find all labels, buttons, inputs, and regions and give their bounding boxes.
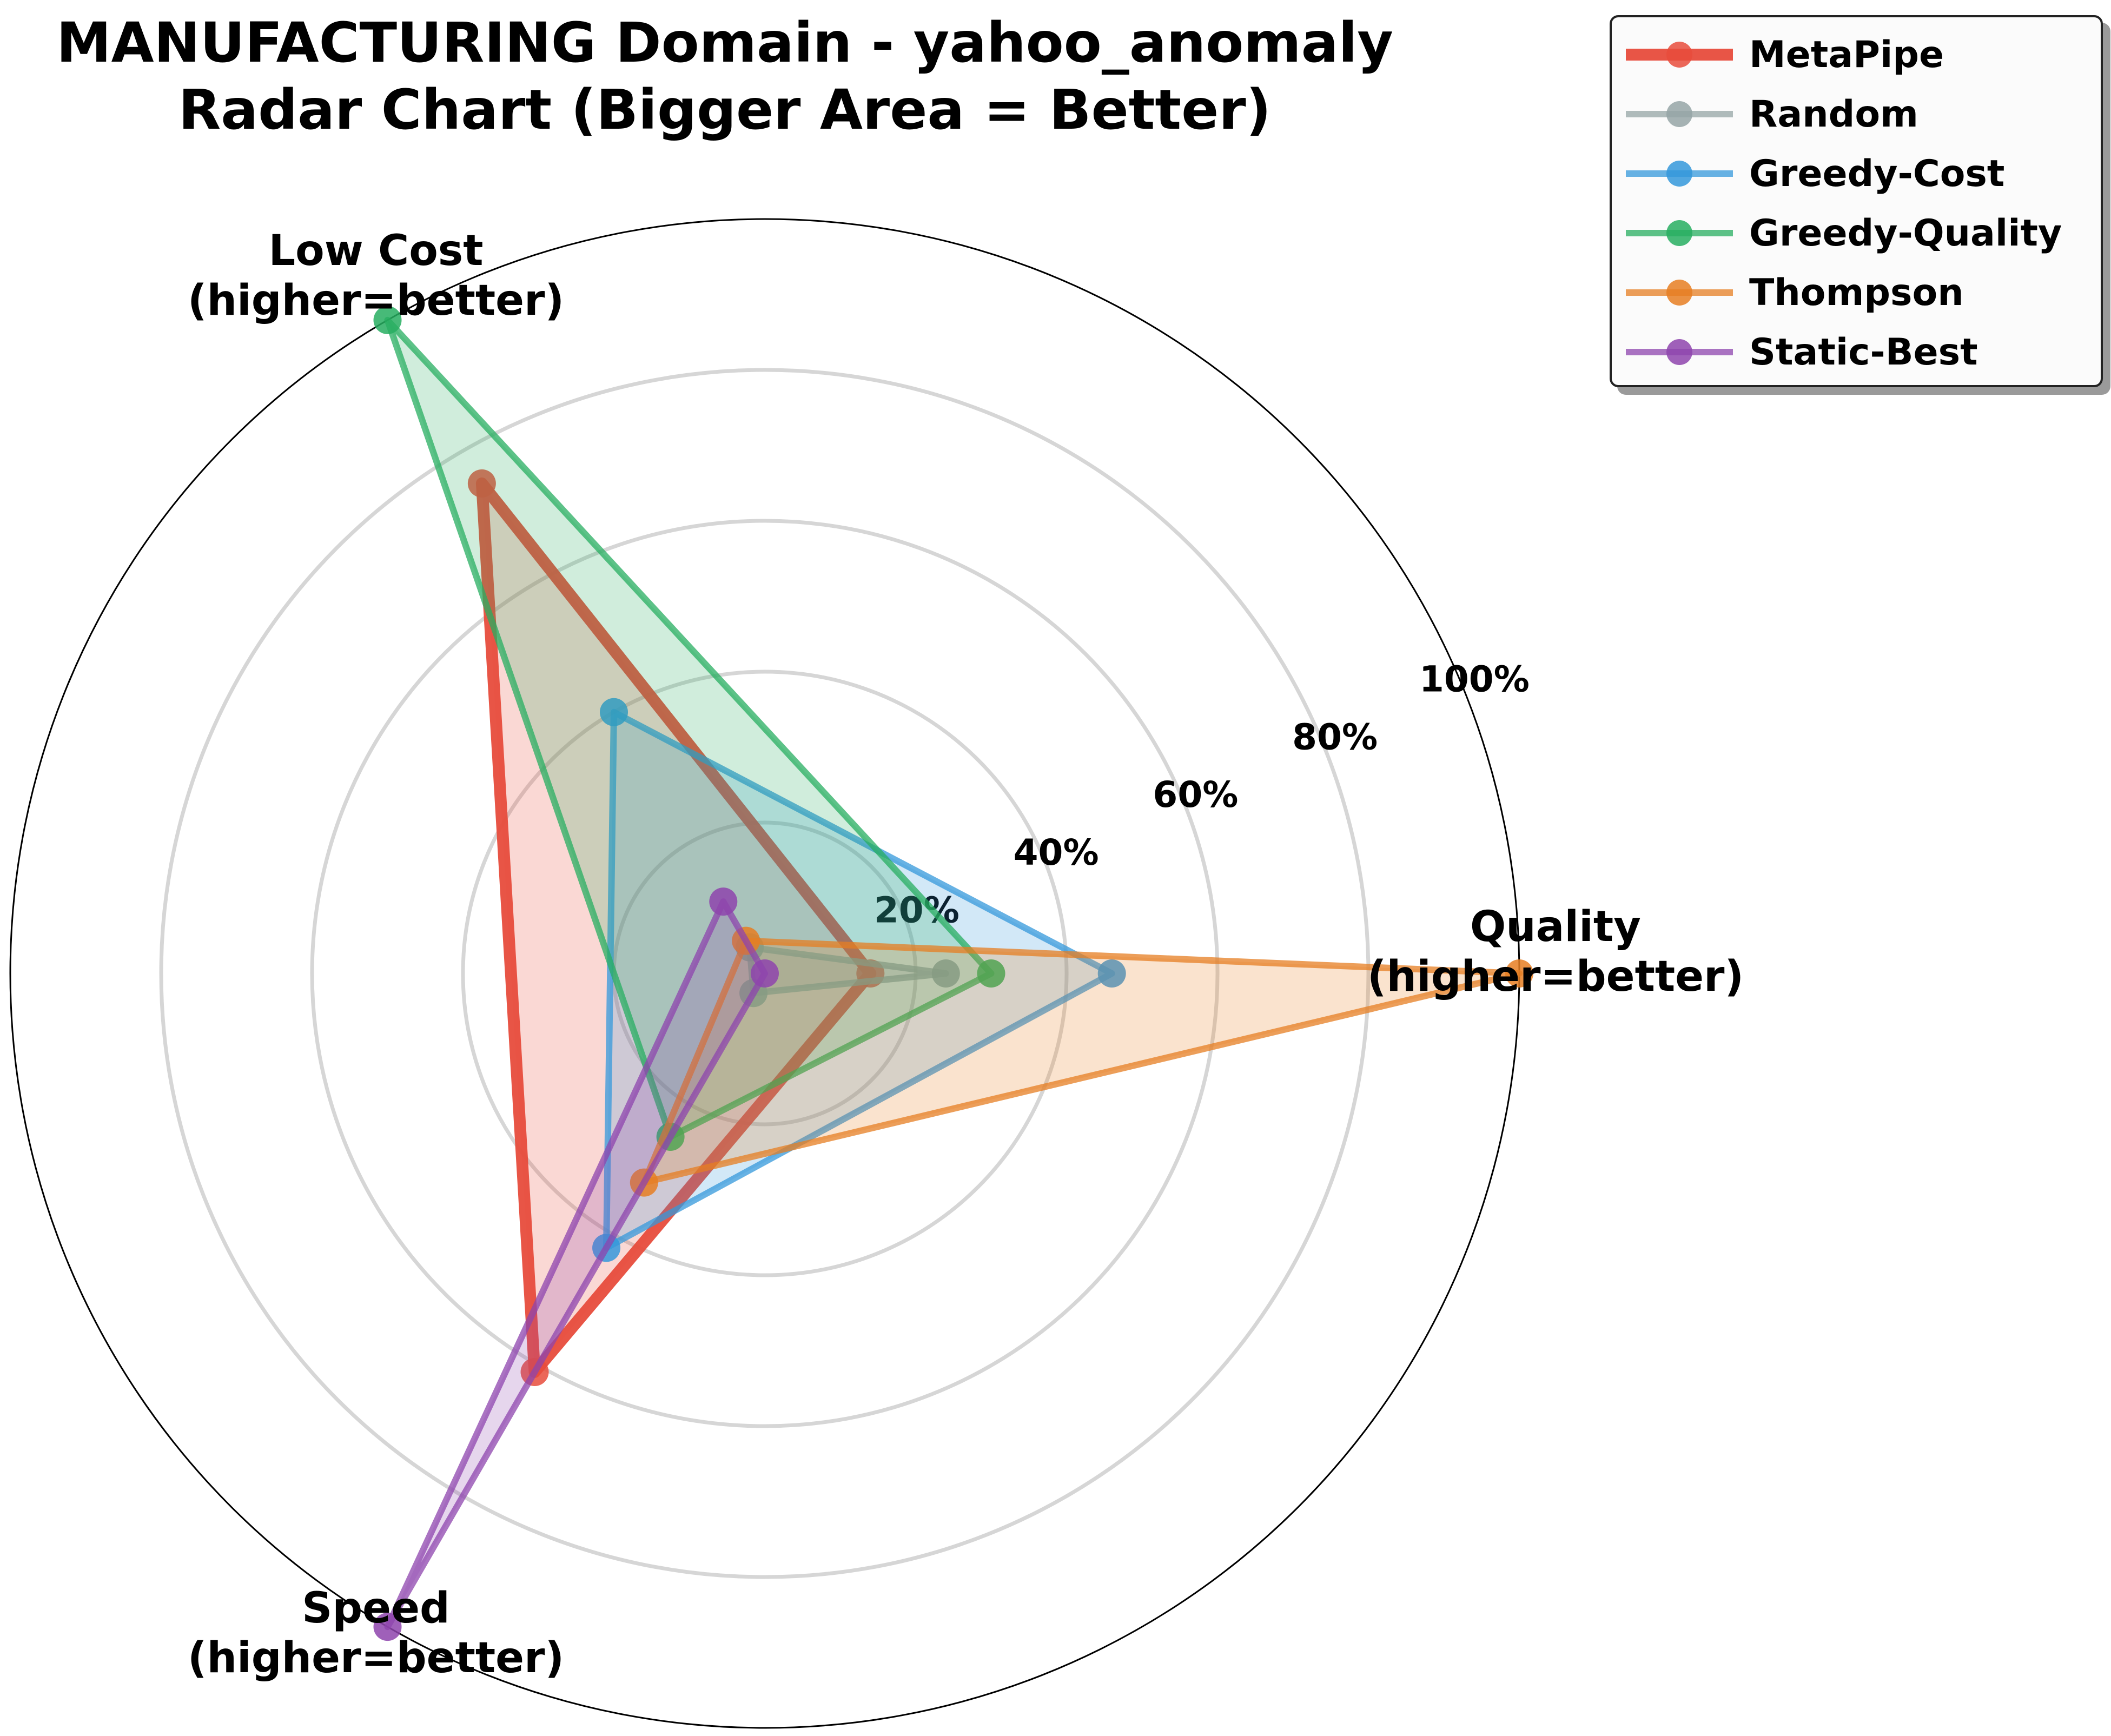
data-point [373,1613,402,1641]
legend-item: Greedy-Cost [1612,144,2101,203]
legend-label: Greedy-Cost [1749,152,2005,195]
legend-label: MetaPipe [1749,33,1944,76]
series-area [481,483,871,1372]
axis-label: Quality (higher=better) [1367,903,1744,1001]
series-static-best [373,887,779,1641]
legend-item: Thompson [1612,263,2101,322]
series-area [387,902,765,1627]
data-point [467,469,496,498]
series-line [384,898,768,1631]
legend-label: Static-Best [1749,330,1978,374]
legend-swatch [1626,101,1733,127]
data-point [751,959,779,988]
tick-label: 60% [1153,774,1238,816]
legend-label: Random [1749,92,1918,136]
legend-item: Random [1612,84,2101,144]
series-line [603,708,1115,1251]
chart-title: MANUFACTURING Domain - yahoo_anomaly Rada… [0,10,1450,144]
series-area [387,320,991,1137]
legend-item: Static-Best [1612,322,2101,382]
legend-item: MetaPipe [1612,25,2101,84]
legend: MetaPipe Random Greedy-Cost Greedy-Quality T… [1610,15,2103,387]
data-point [709,887,738,916]
legend-label: Greedy-Quality [1749,211,2062,255]
chart-title-line: Radar Chart (Bigger Area = Better) [178,78,1272,142]
axis-label: Low Cost (higher=better) [188,227,564,325]
data-point [1505,959,1533,988]
legend-label: Thompson [1749,271,1964,314]
data-point [1097,959,1126,988]
series-line [475,477,877,1378]
data-point [931,959,960,988]
chart-title-line: MANUFACTURING Domain - yahoo_anomaly [56,11,1393,75]
tick-label: 100% [1419,659,1530,700]
series-greedy-quality [373,306,1005,1151]
data-point [600,698,628,726]
legend-swatch [1626,339,1733,365]
series-line [640,937,1523,1186]
grid-circle [159,368,1371,1579]
series-area [644,940,1519,1183]
tick-label: 40% [1014,832,1099,873]
data-point [373,306,402,334]
legend-swatch [1626,161,1733,187]
tick-label: 80% [1292,716,1378,758]
series-greedy-cost [592,698,1126,1262]
grid-circle [310,519,1220,1428]
grid-circle [461,670,1069,1277]
legend-swatch [1626,220,1733,246]
series-line [384,316,995,1140]
legend-swatch [1626,42,1733,68]
axis-label: Speed (higher=better) [188,1584,564,1682]
data-point [977,959,1005,988]
legend-item: Greedy-Quality [1612,203,2101,263]
series-area [606,712,1112,1248]
legend-swatch [1626,280,1733,306]
series-area [750,947,946,993]
